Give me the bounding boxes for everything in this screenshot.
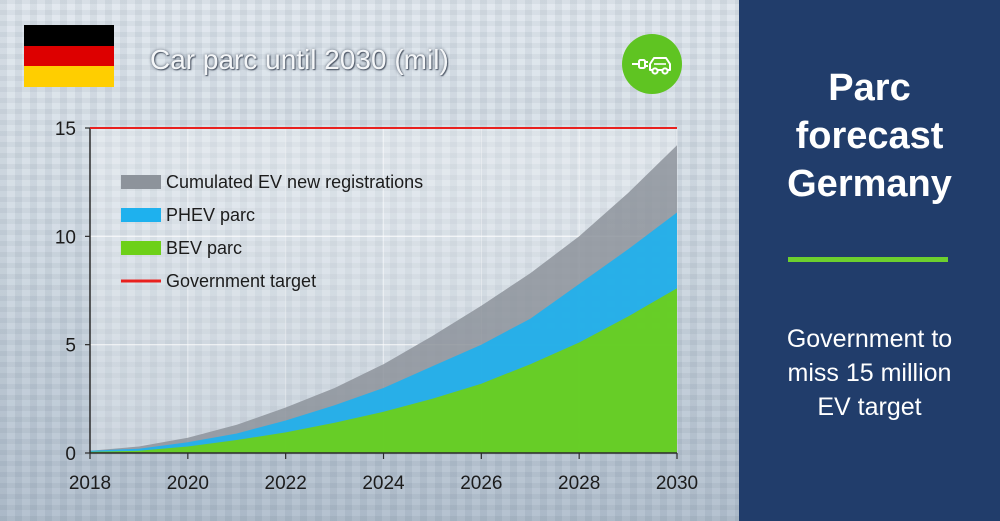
legend-swatch-bev-parc	[121, 241, 161, 255]
area-chart: 0 5 10 15 2018 2020 2022 2024 2026 2028 2030 Cumul…	[55, 119, 698, 494]
x-tick-label: 2022	[265, 473, 307, 494]
legend-label: BEV parc	[166, 238, 242, 258]
y-tick-label: 0	[65, 444, 76, 465]
panel-subtitle-line: miss 15 million	[787, 359, 952, 387]
flag-stripe-red	[24, 45, 114, 67]
panel-title: Parc forecast Germany	[739, 64, 1000, 208]
x-tick-label: 2028	[558, 473, 600, 494]
panel-subtitle: Government to miss 15 million EV target	[739, 322, 1000, 424]
legend-label: PHEV parc	[166, 205, 255, 225]
chart-title: Car parc until 2030 (mil)	[150, 44, 449, 75]
x-tick-label: 2024	[362, 473, 405, 494]
panel-title-line: Germany	[787, 163, 952, 205]
x-tick-label: 2030	[656, 473, 698, 494]
panel-subtitle-line: EV target	[817, 393, 922, 421]
x-tick-label: 2018	[69, 473, 111, 494]
legend-label: Cumulated EV new registrations	[166, 172, 423, 192]
flag-stripe-black	[24, 25, 114, 46]
legend-label: Government target	[166, 271, 316, 291]
summary-panel: Parc forecast Germany Government to miss…	[739, 0, 1000, 521]
germany-flag-icon	[24, 25, 114, 87]
y-tick-label: 10	[55, 227, 76, 248]
legend-swatch-cumulated-ev-new-registrations	[121, 175, 161, 189]
panel-title-line: forecast	[795, 115, 944, 157]
ev-charging-car-icon	[622, 34, 682, 94]
chart-panel: Car parc until 2030 (mil) 0 5 10 15 2018 2020…	[0, 0, 739, 521]
y-tick-label: 15	[55, 119, 76, 140]
x-tick-label: 2026	[460, 473, 502, 494]
area-bev-parc	[90, 288, 677, 453]
panel-title-line: Parc	[828, 67, 911, 109]
y-tick-label: 5	[65, 336, 76, 357]
panel-subtitle-line: Government to	[786, 325, 953, 353]
legend-swatch-phev-parc	[121, 208, 161, 222]
x-tick-label: 2020	[167, 473, 209, 494]
flag-stripe-gold	[24, 66, 114, 87]
accent-divider	[788, 257, 948, 262]
